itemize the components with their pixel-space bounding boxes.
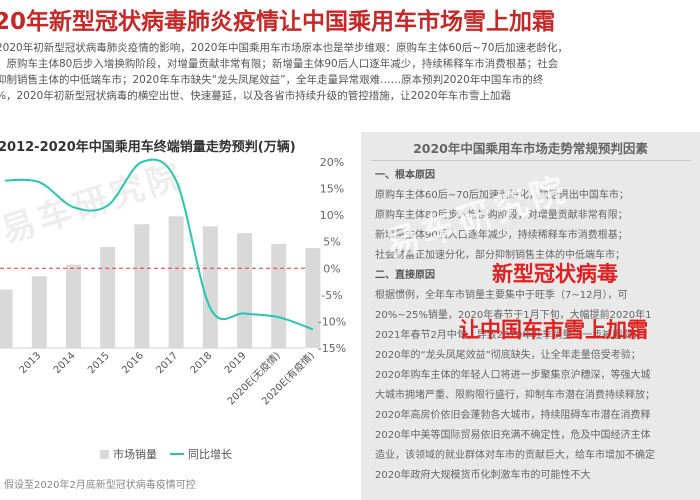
x-tick-label: 2017: [154, 350, 180, 376]
y-right-tick-label: 10%: [320, 209, 344, 222]
bar-2020E(无疫情): [271, 243, 287, 348]
intro-text: 2020年初新型冠状病毒肺炎疫情的影响，2020年中国乘用车市场原本也是举步维艰…: [0, 40, 700, 104]
panel-item: 20%~25%销量，2020年春节于1月下旬，大幅提前2020年1: [375, 310, 652, 321]
overlay-headline: 新型冠状病毒: [492, 262, 618, 286]
intro-line: ；原购车主体80后步入增换购阶段，对增量贡献非常有限；新增量主体90后人口逐年减…: [0, 58, 559, 70]
panel-item: 2021年春节2月中旬，导致2020年旺季销量进一步被削弱；: [375, 330, 643, 341]
bar-2012: [0, 289, 13, 348]
x-tick-label: 2018: [189, 350, 215, 376]
panel-item: 原购车主体60后~70后加速老龄化，快速退出中国车市；: [375, 190, 629, 201]
intro-line: 抑制销售主体的中低端车市；2020年车市缺失“龙头凤尾效益”，全年走量异常艰难……: [0, 74, 544, 86]
y-right-tick-label: -10%: [318, 315, 346, 328]
x-tick-label: 2016: [120, 350, 146, 376]
panel-item: 2020年政府大规模货币化刺激车市的可能性不大: [375, 470, 591, 481]
bar-2013: [31, 276, 47, 348]
panel-body: 一、根本原因原购车主体60后~70后加速老龄化，快速退出中国车市； 原购车主体80…: [375, 166, 700, 486]
y-right-tick-label: -5%: [321, 289, 342, 302]
panel-item: 根据惯例，全年车市销量主要集中于旺季（7~12月），可: [375, 290, 628, 301]
legend-bar-swatch: [100, 450, 109, 459]
panel-item: 原购车主体80后步入增换购阶段，对增量贡献非常有限；: [375, 210, 628, 221]
panel-item: 大城市拥堵严重、限购限行盛行，抑制车市潜在消费持续释放；: [375, 390, 655, 401]
factor-panel: 2020年中国乘用车市场走势常规预判因素 一、根本原因原购车主体60后~70后加…: [361, 132, 700, 500]
intro-line: %，2020年初新型冠状病毒的横空出世、快速蔓延，以及各省市持续升级的管控措施，…: [0, 90, 511, 102]
y-right-tick-label: 0%: [323, 262, 340, 275]
bar-2017: [168, 216, 184, 348]
bar-2015: [100, 247, 116, 348]
page-title: 20年新型冠状病毒肺炎疫情让中国乘用车市场雪上加霜: [0, 9, 556, 35]
panel-item: 2020年中美等国际贸易依旧充满不确定性，危及中国经济主体: [375, 430, 651, 441]
bar-2019: [237, 233, 252, 348]
panel-section-heading: 一、根本原因: [375, 170, 435, 181]
chart-title: 2012-2020年中国乘用车终端销量走势预判(万辆): [0, 140, 296, 155]
intro-line: 2020年初新型冠状病毒肺炎疫情的影响，2020年中国乘用车市场原本也是举步维艰…: [0, 42, 568, 54]
y-right-tick-label: 15%: [320, 183, 344, 196]
x-tick-label: 2013: [18, 350, 44, 376]
panel-section-heading: 二、直接原因: [375, 270, 435, 281]
panel-divider: [371, 160, 691, 161]
bar-2018: [202, 226, 218, 348]
x-tick-label: 2015: [86, 350, 112, 376]
panel-item: 造业，该领域的就业群体对车市的贡献巨大，给车市增加不确定: [375, 450, 655, 461]
x-tick-label: 2014: [52, 350, 78, 376]
panel-item: 2020年高房价依旧会蓬勃各大城市，持续阻碍车市潜在消费释: [375, 410, 651, 421]
bar-2020E(有疫情): [305, 248, 321, 348]
legend-bar-label: 市场销量: [113, 447, 157, 461]
sales-chart: 20% 15% 10% 5% 0% -5% -10% -15% 2013 2014 2015 2016…: [0, 156, 346, 461]
x-tick-label: 2019: [223, 350, 249, 376]
y-right-tick-label: -15%: [318, 342, 346, 355]
panel-item: 新增量主体90后人口逐年减少，持续稀释车市消费根基；: [375, 230, 628, 241]
overlay-subheadline: 让中国车市雪上加霜: [459, 318, 648, 342]
bar-2014: [66, 264, 81, 348]
y-right-tick-label: 5%: [323, 236, 340, 249]
panel-title: 2020年中国乘用车市场走势常规预判因素: [413, 141, 648, 156]
panel-item: 2020年购车主体的年轻人口将进一步聚集京沪穗深，等强大城: [375, 370, 651, 381]
panel-item: 2020年的“龙头凤尾效益”彻底缺失，让全年走量倍受考验；: [375, 350, 641, 361]
footnote: 假设至2020年2月底新型冠状病毒疫情可控: [4, 480, 196, 491]
y-right-tick-label: 20%: [320, 156, 344, 169]
bar-2016: [134, 224, 150, 348]
growth-line: [5, 158, 314, 331]
panel-item: 社会财富正加速分化，部分抑制销售主体的中低端车市；: [375, 250, 625, 261]
legend-line-label: 同比增长: [188, 447, 232, 461]
